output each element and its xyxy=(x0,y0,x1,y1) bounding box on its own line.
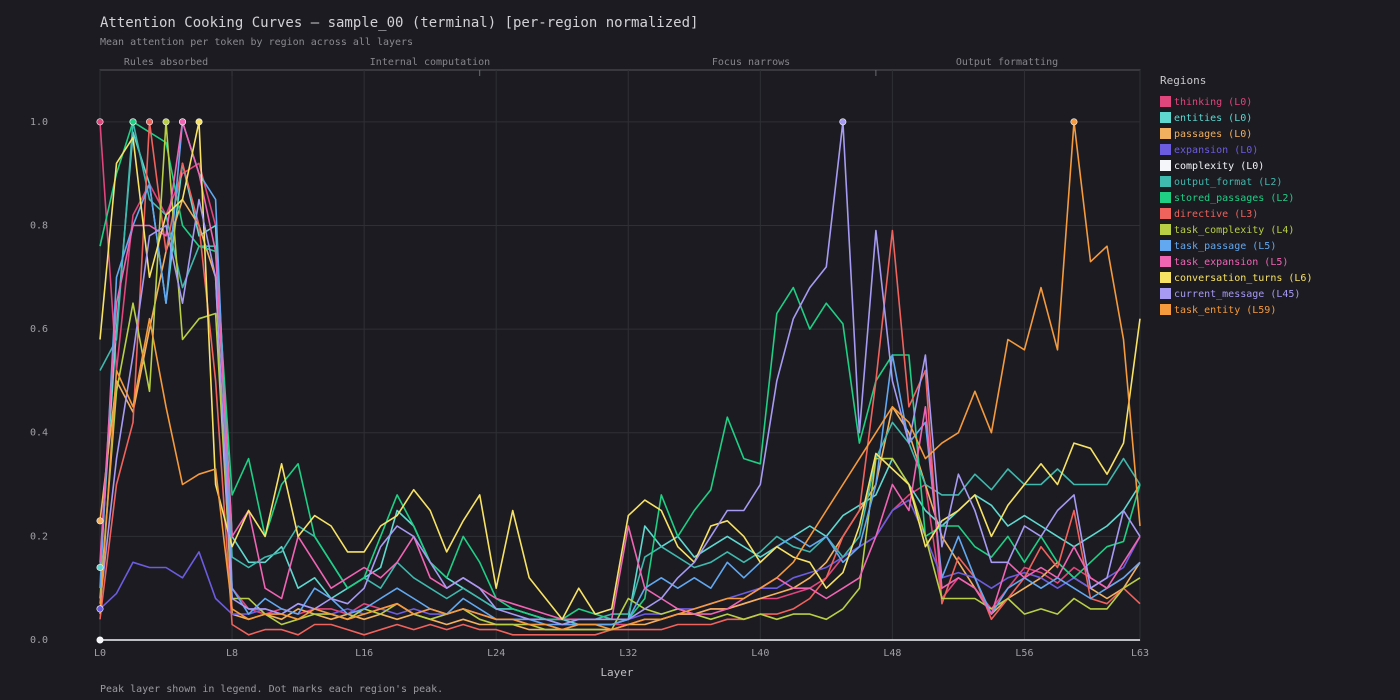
legend-label: directive (L3) xyxy=(1174,209,1258,220)
legend-label: entities (L0) xyxy=(1174,113,1252,124)
x-tick-label: L32 xyxy=(619,648,637,659)
series-line xyxy=(99,121,1141,636)
x-tick-label: L56 xyxy=(1015,648,1033,659)
peak-dot xyxy=(195,118,203,126)
phase-label: Output formatting xyxy=(956,57,1058,68)
legend-swatch xyxy=(1160,192,1171,203)
legend-swatch xyxy=(1160,240,1171,251)
legend-swatch xyxy=(1160,272,1171,283)
axis-ticks: L0 L8 L16 L24 L32 L40 L48 L56 L63 0.0 0.2 0.4 0.6 0.8… xyxy=(30,117,1149,659)
x-axis-label: Layer xyxy=(600,666,633,679)
x-tick-label: L8 xyxy=(226,648,238,659)
grid xyxy=(99,69,1141,641)
series-line xyxy=(99,121,1141,621)
legend-swatch xyxy=(1160,224,1171,235)
peak-dot xyxy=(839,118,847,126)
series-line xyxy=(99,121,1141,626)
legend-label: task_entity (L59) xyxy=(1174,305,1276,316)
legend-swatch xyxy=(1160,288,1171,299)
legend: thinking (L0) entities (L0) passages (L0) e… xyxy=(1160,96,1312,316)
legend-swatch xyxy=(1160,144,1171,155)
legend-label: conversation_turns (L6) xyxy=(1174,273,1312,284)
legend-label: complexity (L0) xyxy=(1174,161,1264,172)
series-line xyxy=(99,121,1141,631)
phase-label: Focus narrows xyxy=(712,57,790,68)
series-line xyxy=(99,121,1141,626)
legend-swatch xyxy=(1160,176,1171,187)
peak-dot xyxy=(96,118,104,126)
legend-swatch xyxy=(1160,160,1171,171)
legend-swatch xyxy=(1160,96,1171,107)
y-tick-label: 0.2 xyxy=(30,531,48,542)
legend-label: task_expansion (L5) xyxy=(1174,257,1288,268)
y-tick-label: 0.4 xyxy=(30,428,48,439)
series-line xyxy=(99,121,1141,631)
peak-dot xyxy=(162,118,170,126)
legend-swatch xyxy=(1160,128,1171,139)
chart-subtitle: Mean attention per token by region acros… xyxy=(100,37,413,48)
series-lines xyxy=(99,121,1141,641)
x-tick-label: L40 xyxy=(751,648,769,659)
series-line xyxy=(99,121,1141,621)
y-tick-label: 0.0 xyxy=(30,635,48,646)
peak-dot xyxy=(96,636,104,644)
y-tick-label: 0.6 xyxy=(30,324,48,335)
phase-label: Internal computation xyxy=(370,57,490,68)
legend-title: Regions xyxy=(1160,74,1206,87)
peak-dot xyxy=(146,118,154,126)
legend-swatch xyxy=(1160,304,1171,315)
legend-label: expansion (L0) xyxy=(1174,145,1258,156)
phase-label: Rules absorbed xyxy=(124,57,208,68)
y-tick-label: 0.8 xyxy=(30,220,48,231)
peak-dot xyxy=(96,605,104,613)
y-tick-label: 1.0 xyxy=(30,117,48,128)
legend-label: stored_passages (L2) xyxy=(1174,193,1294,204)
chart-title: Attention Cooking Curves — sample_00 (te… xyxy=(100,15,698,31)
legend-label: task_passage (L5) xyxy=(1174,241,1276,252)
plot-frame xyxy=(99,69,1141,641)
legend-swatch xyxy=(1160,256,1171,267)
peak-dot xyxy=(96,517,104,525)
series-line xyxy=(99,131,1141,626)
legend-swatch xyxy=(1160,208,1171,219)
series-line xyxy=(99,121,1141,631)
legend-label: thinking (L0) xyxy=(1174,97,1252,108)
footnote: Peak layer shown in legend. Dot marks ea… xyxy=(100,684,443,695)
peak-dots xyxy=(96,118,1078,644)
peak-dot xyxy=(1070,118,1078,126)
legend-label: passages (L0) xyxy=(1174,129,1252,140)
legend-label: task_complexity (L4) xyxy=(1174,225,1294,236)
peak-dot xyxy=(129,118,137,126)
x-tick-label: L24 xyxy=(487,648,505,659)
peak-dot xyxy=(96,563,104,571)
x-tick-label: L48 xyxy=(883,648,901,659)
legend-label: current_message (L45) xyxy=(1174,289,1300,300)
x-tick-label: L16 xyxy=(355,648,373,659)
peak-dot xyxy=(179,118,187,126)
legend-swatch xyxy=(1160,112,1171,123)
x-tick-label: L0 xyxy=(94,648,106,659)
x-tick-label: L63 xyxy=(1131,648,1149,659)
legend-label: output_format (L2) xyxy=(1174,177,1282,188)
